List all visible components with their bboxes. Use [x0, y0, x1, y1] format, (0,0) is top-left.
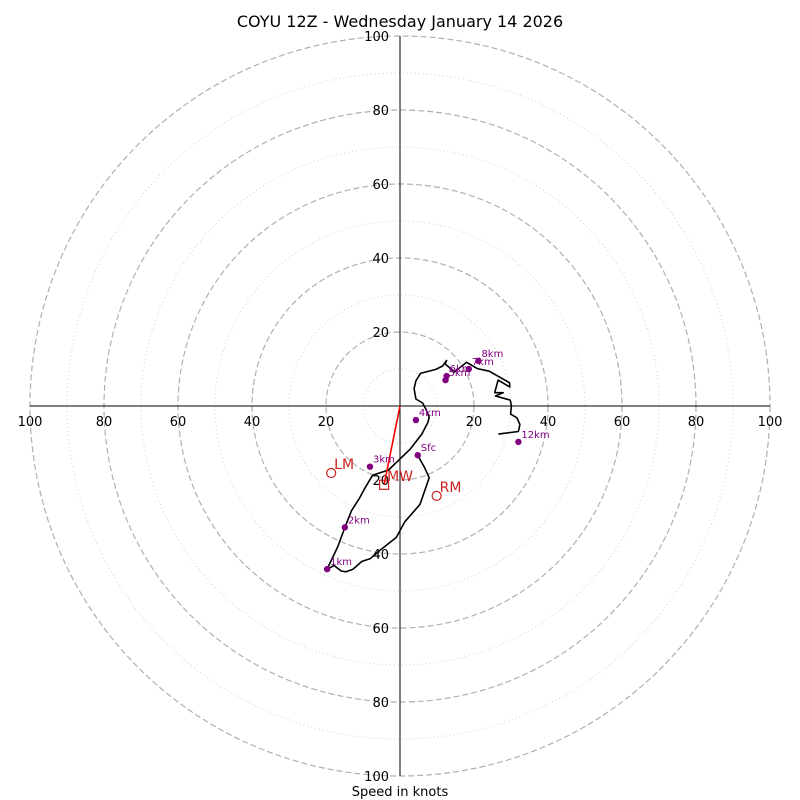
- height-label: 4km: [419, 408, 441, 419]
- rm-motion-marker: [431, 490, 442, 502]
- height-point: [515, 438, 522, 446]
- y-tick-label: 80: [372, 104, 389, 119]
- height-label: 6km: [450, 364, 472, 375]
- height-point: [465, 365, 473, 373]
- y-tick-label: 100: [364, 30, 389, 45]
- lm-motion-label: LM: [334, 457, 354, 473]
- height-point: [475, 357, 482, 365]
- hodograph-line: [326, 359, 521, 573]
- x-tick-label: 100: [18, 415, 43, 430]
- height-point: [366, 463, 374, 470]
- x-tick-label: 80: [96, 415, 113, 430]
- height-label: 7km: [472, 357, 494, 368]
- mean-wind-marker: [378, 479, 390, 490]
- y-tick-label: 20: [372, 326, 389, 341]
- x-tick-label: 40: [244, 415, 261, 430]
- height-point: [341, 524, 349, 531]
- x-tick-label: 40: [540, 415, 557, 430]
- mw-motion-label: MW: [387, 469, 413, 485]
- y-tick-label: 60: [372, 622, 389, 637]
- y-tick-label: 40: [372, 252, 389, 267]
- x-tick-label: 20: [466, 415, 483, 430]
- y-tick-label: 80: [372, 696, 389, 711]
- lm-motion-marker: [326, 467, 337, 479]
- x-tick-label: 20: [318, 415, 335, 430]
- height-label: 2km: [348, 515, 370, 526]
- height-point: [412, 416, 420, 424]
- height-label: 5km: [449, 368, 471, 379]
- height-label: 8km: [481, 349, 503, 360]
- y-tick-label: 100: [364, 770, 389, 785]
- x-tick-label: 60: [170, 415, 187, 430]
- storm-motion-markers: LM MW RM: [326, 405, 462, 502]
- hodograph-trace: [326, 359, 521, 573]
- y-tick-label: 40: [372, 548, 389, 563]
- height-label: 12km: [521, 430, 549, 441]
- x-tick-label: 80: [688, 415, 705, 430]
- height-point: [414, 452, 421, 459]
- height-label: 3km: [373, 455, 395, 466]
- mean-wind-vector-line: [383, 405, 401, 485]
- x-tick-label: 60: [614, 415, 631, 430]
- height-label: 1km: [330, 557, 352, 568]
- height-label: Sfc: [421, 443, 436, 454]
- y-tick-label: 60: [372, 178, 389, 193]
- rm-motion-label: RM: [440, 480, 462, 496]
- height-point: [323, 565, 331, 573]
- tick-labels: 100 80 60 40 20 20 40 60 80 100100806040202040608…: [18, 30, 783, 785]
- x-tick-label: 100: [758, 415, 783, 430]
- chart-title: COYU 12Z - Wednesday January 14 2026: [237, 12, 563, 31]
- x-axis-label: Speed in knots: [352, 785, 449, 800]
- height-point: [443, 372, 450, 380]
